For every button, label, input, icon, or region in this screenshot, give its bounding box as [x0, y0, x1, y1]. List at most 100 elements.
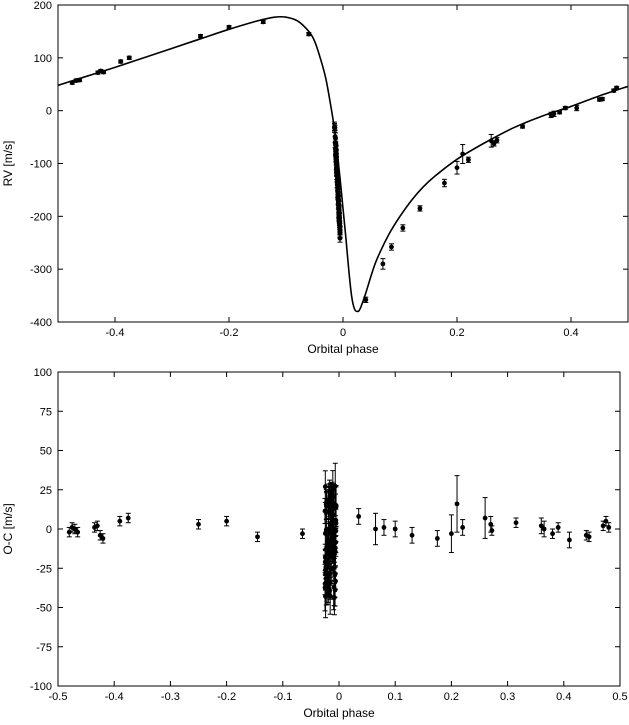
rv-data-point: [77, 77, 83, 83]
rv-data-point: [442, 180, 447, 186]
oc-x-axis-label: Orbital phase: [303, 706, 375, 720]
oc-y-axis-label: O-C [m/s]: [1, 503, 15, 554]
rv-cluster-data-point: [334, 167, 340, 173]
oc-y-tick-label: 100: [34, 367, 52, 379]
rv-y-tick-label: -400: [30, 317, 52, 329]
rv-data-point: [574, 105, 580, 111]
oc-data-point: [513, 520, 519, 526]
oc-data-point: [541, 526, 547, 532]
oc-data-point: [125, 515, 131, 521]
residuals-panel: -0.5 -0.4 -0.3 -0.2 -0.1 0 0.1 0.2 0.3 0.4 0.5 -100…: [1, 367, 628, 720]
rv-y-tick-label: 0: [46, 106, 52, 118]
rv-data-point: [380, 261, 386, 267]
oc-y-tick-label: 50: [40, 446, 52, 458]
rv-data-point: [306, 31, 312, 37]
oc-data-point: [454, 501, 460, 507]
rv-cluster-data-point: [337, 235, 343, 241]
oc-cluster-data-point: [326, 526, 331, 532]
oc-plot-frame: [57, 371, 621, 687]
rv-cluster-data-point: [332, 125, 337, 131]
rv-data-point: [69, 80, 75, 86]
oc-cluster-data-point: [331, 584, 337, 590]
oc-data-point: [255, 534, 260, 540]
rv-data-point: [562, 105, 568, 111]
rv-data-point: [389, 244, 394, 250]
rv-x-tick-label: -0.4: [106, 327, 125, 339]
oc-x-tick-label: 0.1: [388, 691, 403, 703]
oc-cluster-data-point: [332, 483, 338, 489]
rv-cluster-data-point: [336, 196, 341, 201]
rv-data-point: [551, 111, 557, 117]
rv-data-point: [126, 55, 132, 61]
oc-data-point: [392, 526, 398, 532]
rv-cluster-data-point: [332, 134, 338, 139]
oc-cluster-data-point: [322, 559, 328, 565]
oc-y-tick-label: -75: [36, 642, 52, 654]
rv-data-point: [614, 85, 619, 91]
rv-y-tick-label: -100: [30, 159, 52, 171]
rv-data-point: [400, 225, 406, 231]
oc-y-tick-label: -25: [36, 563, 52, 575]
rv-x-tick-label: 0.2: [449, 327, 464, 339]
oc-cluster-data-point: [326, 542, 332, 547]
oc-data-point: [538, 523, 544, 529]
rv-cluster-data-point: [333, 150, 339, 156]
oc-data-point: [66, 529, 72, 535]
rv-data-point: [460, 151, 466, 157]
oc-x-tick-label: 0.2: [444, 691, 459, 703]
oc-cluster-data-point: [329, 539, 335, 544]
oc-cluster-data-point: [323, 581, 329, 587]
rv-y-axis-label: RV [m/s]: [1, 141, 15, 187]
oc-data-point: [75, 529, 81, 535]
oc-data-point: [94, 523, 100, 529]
rv-data-point: [417, 206, 423, 211]
oc-x-tick-label: 0: [336, 691, 342, 703]
rv-data-point: [101, 69, 106, 75]
oc-data-point: [409, 532, 415, 538]
oc-x-tick-label: -0.4: [105, 691, 124, 703]
rv-x-tick-label: 0.4: [563, 327, 578, 339]
rv-y-tick-label: 100: [34, 53, 52, 65]
rv-cluster-data-point: [337, 218, 343, 224]
rv-panel: -0.4 -0.2 0 0.2 0.4 -400 -300 -200 -100 0 100 200 Or…: [1, 0, 629, 356]
rv-cluster-data-point: [337, 226, 343, 232]
rv-plot-frame: [57, 4, 629, 323]
rv-cluster-data-point: [335, 189, 341, 194]
oc-data-point: [356, 514, 362, 519]
oc-x-tick-label: 0.5: [612, 691, 627, 703]
oc-data-point: [224, 518, 230, 524]
oc-data-layer: [66, 462, 612, 619]
rv-y-tick-label: 200: [34, 0, 52, 12]
rv-data-point: [466, 157, 471, 163]
rv-x-tick-label: 0: [340, 327, 346, 339]
rv-data-point: [454, 165, 460, 171]
oc-data-point: [434, 536, 440, 541]
oc-data-point: [373, 526, 378, 532]
orbit-model-curve: [58, 15, 628, 313]
oc-y-tick-label: -50: [36, 603, 52, 615]
oc-data-point: [381, 525, 387, 530]
rv-cluster-data-point: [334, 182, 340, 187]
oc-data-point: [489, 528, 495, 533]
rv-x-tick-label: -0.2: [220, 327, 239, 339]
rv-data-point: [198, 33, 203, 39]
rv-data-point: [363, 297, 369, 303]
rv-y-tick-label: -200: [30, 211, 52, 223]
oc-data-point: [550, 531, 555, 537]
oc-data-point: [600, 523, 606, 529]
rv-cluster-data-point: [336, 209, 342, 215]
rv-data-layer: [58, 15, 628, 313]
oc-x-tick-label: 0.3: [500, 691, 515, 703]
oc-x-tick-label: -0.3: [161, 691, 180, 703]
rv-x-axis-label: Orbital phase: [307, 342, 379, 356]
rv-data-point: [491, 141, 497, 146]
rv-y-tick-label: -300: [30, 264, 52, 276]
oc-x-tick-label: -0.5: [49, 691, 68, 703]
oc-data-point: [300, 531, 305, 537]
rv-data-point: [599, 96, 605, 102]
rv-data-point: [557, 109, 562, 115]
rv-data-point: [494, 137, 500, 143]
oc-y-tick-label: 0: [46, 524, 52, 536]
oc-data-point: [100, 536, 106, 541]
